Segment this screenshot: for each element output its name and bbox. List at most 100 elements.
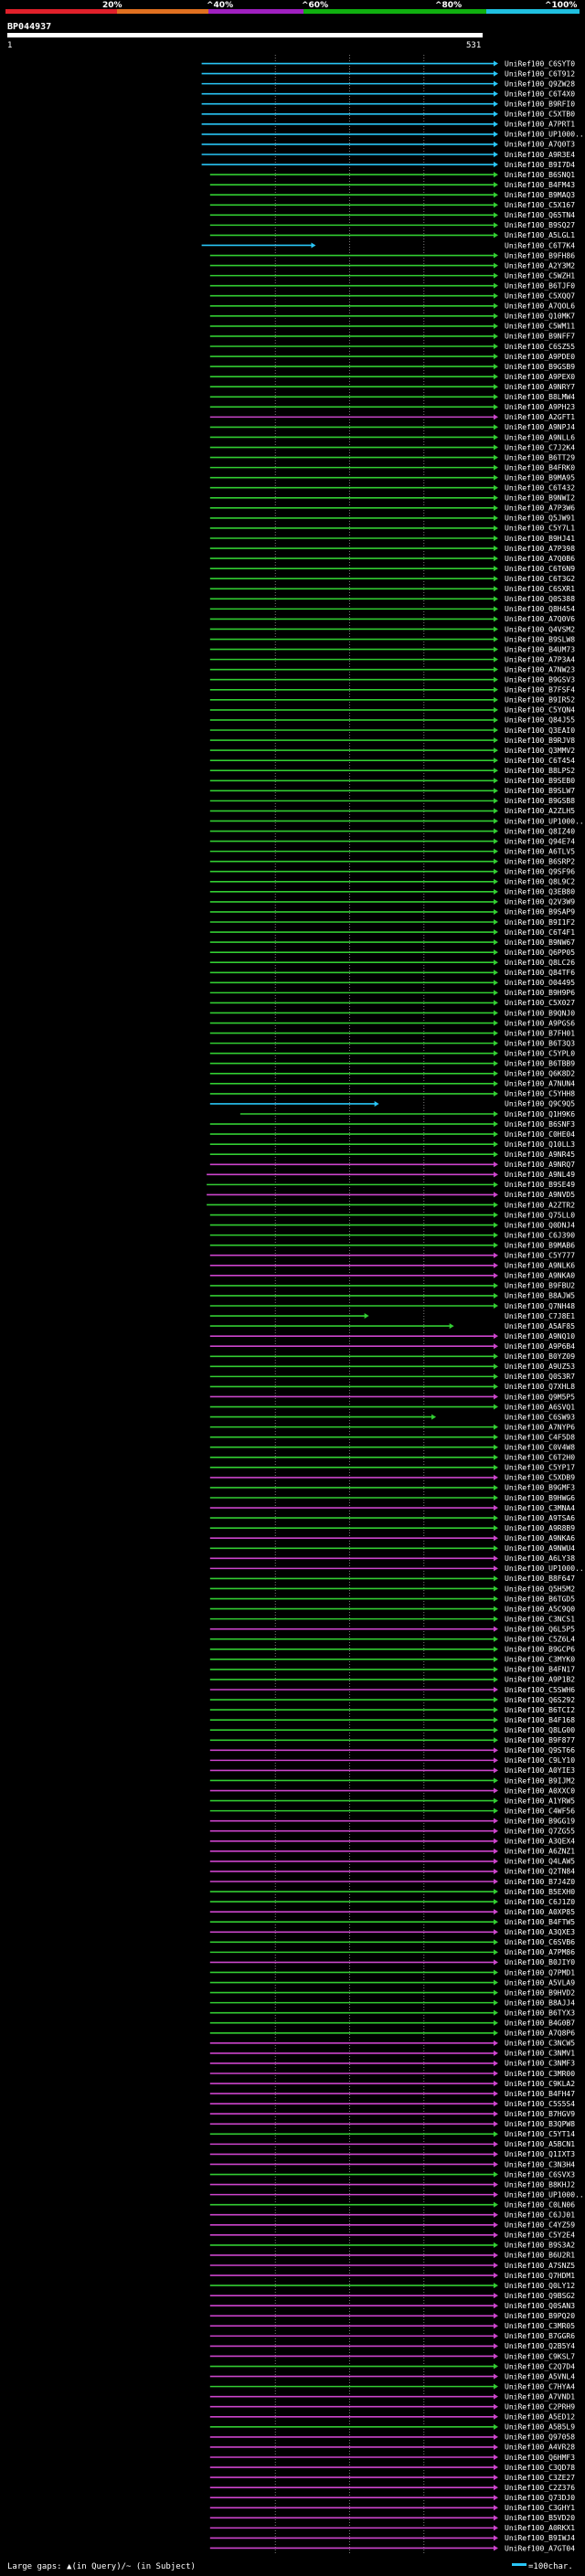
hit-label[interactable]: UniRef100_B6TYX3 <box>505 2009 575 2017</box>
hit-row[interactable] <box>209 2293 498 2299</box>
hit-row[interactable] <box>209 1919 498 1925</box>
hit-label[interactable]: UniRef100_A7QOL6 <box>505 302 575 311</box>
hit-label[interactable]: UniRef100_B9I7D4 <box>505 161 575 169</box>
hit-row[interactable] <box>209 929 498 936</box>
hit-row[interactable] <box>209 919 498 925</box>
hit-row[interactable] <box>209 818 498 824</box>
hit-label[interactable]: UniRef100_A7NW23 <box>505 665 575 673</box>
hit-row[interactable] <box>209 1525 498 1532</box>
hit-row[interactable] <box>209 2242 498 2248</box>
hit-label[interactable]: UniRef100_A9TSA6 <box>505 1514 575 1522</box>
hit-label[interactable]: UniRef100_C5YQN4 <box>505 706 575 715</box>
hit-row[interactable] <box>209 1646 498 1652</box>
hit-row[interactable] <box>209 2313 498 2319</box>
hit-label[interactable]: UniRef100_B9SQ27 <box>505 221 575 229</box>
hit-row[interactable] <box>209 344 498 349</box>
hit-row[interactable] <box>209 1474 498 1480</box>
hit-row[interactable] <box>209 1363 498 1370</box>
hit-row[interactable] <box>209 768 498 774</box>
hit-label[interactable]: UniRef100_A7Q0B6 <box>505 555 575 563</box>
hit-label[interactable]: UniRef100_B9RJV8 <box>505 737 575 745</box>
hit-row[interactable] <box>209 1899 498 1905</box>
hit-row[interactable] <box>209 676 498 683</box>
hit-label[interactable]: UniRef100_A2GFT1 <box>505 413 575 421</box>
hit-row[interactable] <box>201 242 316 249</box>
hit-row[interactable] <box>209 1879 498 1884</box>
hit-label[interactable]: UniRef100_Q3EAI0 <box>505 726 575 735</box>
hit-row[interactable] <box>209 1454 498 1460</box>
hit-label[interactable]: UniRef100_C3NMF3 <box>505 2060 575 2068</box>
hit-label[interactable]: UniRef100_B4UM73 <box>505 645 575 653</box>
hit-row[interactable] <box>209 990 498 996</box>
hit-row[interactable] <box>209 1313 369 1320</box>
hit-row[interactable] <box>209 1747 498 1754</box>
hit-row[interactable] <box>209 1535 498 1542</box>
hit-row[interactable] <box>209 1555 498 1562</box>
hit-row[interactable] <box>209 1292 498 1299</box>
hit-label[interactable]: UniRef100_B9SLW7 <box>505 787 575 795</box>
hit-label[interactable]: UniRef100_B6TJF0 <box>505 281 575 290</box>
hit-label[interactable]: UniRef100_B7GGR6 <box>505 2332 575 2340</box>
hit-label[interactable]: UniRef100_B9HWG6 <box>505 1494 575 1502</box>
hit-row[interactable] <box>209 727 498 733</box>
hit-label[interactable]: UniRef100_C5YHH8 <box>505 1090 575 1098</box>
hit-row[interactable] <box>209 1828 498 1834</box>
hit-label[interactable]: UniRef100_C6T4X0 <box>505 90 575 98</box>
hit-row[interactable] <box>209 878 498 885</box>
hit-row[interactable] <box>209 464 498 471</box>
hit-label[interactable]: UniRef100_A9NLL6 <box>505 433 575 441</box>
hit-label[interactable]: UniRef100_A6SVQ1 <box>505 1403 575 1411</box>
hit-label[interactable]: UniRef100_A3QEX4 <box>505 1838 575 1846</box>
hit-label[interactable]: UniRef100_B8LPS2 <box>505 767 575 775</box>
hit-row[interactable] <box>209 1252 498 1258</box>
hit-row[interactable] <box>209 1333 498 1340</box>
hit-label[interactable]: UniRef100_A6LY38 <box>505 1554 575 1563</box>
hit-label[interactable]: UniRef100_C5XTB0 <box>505 111 575 119</box>
hit-label[interactable]: UniRef100_B9GSV3 <box>505 676 575 684</box>
hit-label[interactable]: UniRef100_C6JJ01 <box>505 2211 575 2220</box>
hit-label[interactable]: UniRef100_A9NLK6 <box>505 1262 575 1270</box>
hit-row[interactable] <box>209 1161 498 1168</box>
hit-row[interactable] <box>209 354 498 360</box>
hit-row[interactable] <box>209 2060 498 2066</box>
hit-label[interactable]: UniRef100_B9SAP9 <box>505 908 575 917</box>
hit-row[interactable] <box>209 2151 498 2157</box>
hit-row[interactable] <box>209 1373 498 1380</box>
hit-row[interactable] <box>209 596 498 602</box>
hit-row[interactable] <box>209 525 498 531</box>
hit-label[interactable]: UniRef100_B9QNJ0 <box>505 1009 575 1017</box>
hit-label[interactable]: UniRef100_C5Y7L1 <box>505 525 575 533</box>
hit-label[interactable]: UniRef100_Q7ZG55 <box>505 1828 575 1836</box>
hit-label[interactable]: UniRef100_B6TBB9 <box>505 1060 575 1068</box>
hit-label[interactable]: UniRef100_Q0LY12 <box>505 2282 575 2290</box>
hit-row[interactable] <box>209 1131 498 1138</box>
hit-row[interactable] <box>209 1687 498 1692</box>
hit-row[interactable] <box>209 2283 498 2289</box>
hit-label[interactable]: UniRef100_A7P398 <box>505 545 575 553</box>
hit-label[interactable]: UniRef100_C9KLA2 <box>505 2080 575 2088</box>
hit-label[interactable]: UniRef100_B8AJW5 <box>505 1292 575 1300</box>
hit-label[interactable]: UniRef100_Q6PP05 <box>505 949 575 957</box>
hit-row[interactable] <box>209 1040 498 1046</box>
hit-label[interactable]: UniRef100_Q10LL3 <box>505 1140 575 1149</box>
hit-label[interactable]: UniRef100_Q4VSM2 <box>505 625 575 633</box>
hit-row[interactable] <box>209 888 498 895</box>
hit-label[interactable]: UniRef100_C5X027 <box>505 999 575 1007</box>
hit-label[interactable]: UniRef100_C4YZ59 <box>505 2221 575 2230</box>
hit-row[interactable] <box>209 474 498 481</box>
hit-label[interactable]: UniRef100_B6U2R1 <box>505 2252 575 2260</box>
hit-label[interactable]: UniRef100_Q5JW91 <box>505 514 575 523</box>
hit-label[interactable]: UniRef100_C0V4W8 <box>505 1444 575 1452</box>
hit-row[interactable] <box>209 222 498 228</box>
hit-label[interactable]: UniRef100_Q73DJ0 <box>505 2494 575 2502</box>
hit-label[interactable]: UniRef100_Q3MMV2 <box>505 747 575 755</box>
hit-label[interactable]: UniRef100_B9F877 <box>505 1736 575 1744</box>
hit-label[interactable]: UniRef100_A7NUN4 <box>505 1080 575 1088</box>
hit-label[interactable]: UniRef100_C4WF56 <box>505 1807 575 1815</box>
hit-label[interactable]: UniRef100_C6T454 <box>505 757 575 765</box>
hit-label[interactable]: UniRef100_B8LMW4 <box>505 393 575 401</box>
hit-label[interactable]: UniRef100_A5BCN1 <box>505 2140 575 2148</box>
hit-label[interactable]: UniRef100_C5XQQ7 <box>505 292 575 301</box>
hit-label[interactable]: UniRef100_B4FM43 <box>505 181 575 189</box>
hit-label[interactable]: UniRef100_Q1IXT3 <box>505 2150 575 2158</box>
